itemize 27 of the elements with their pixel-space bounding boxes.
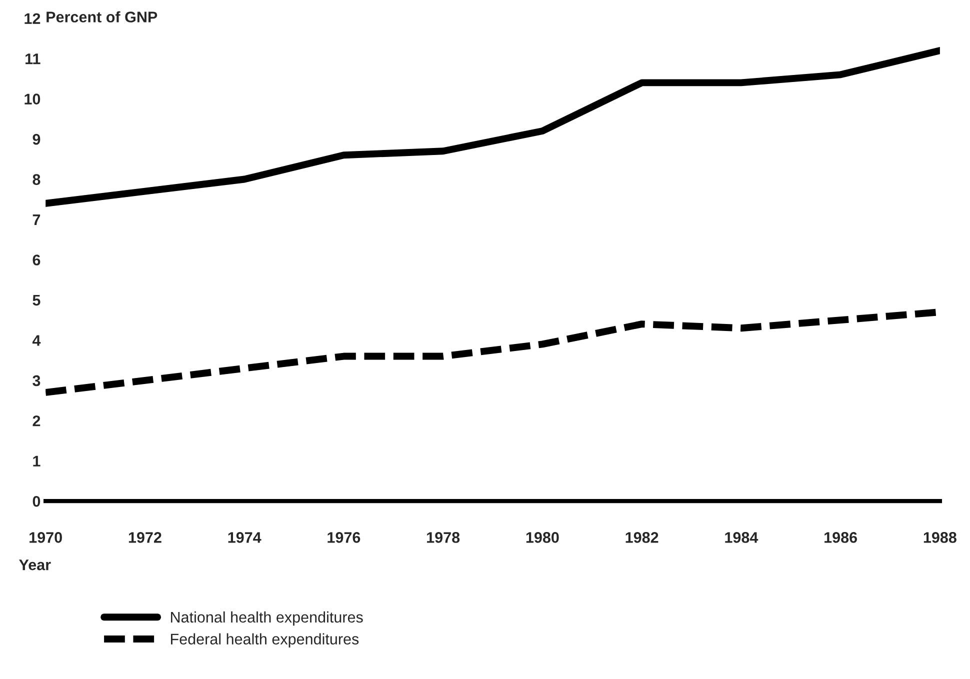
x-tick-label: 1988 xyxy=(924,532,956,543)
y-tick-label: 6 xyxy=(32,254,40,266)
y-tick-label: 2 xyxy=(32,416,40,426)
x-tick-label: 1976 xyxy=(328,532,360,543)
y-tick-label: 12 xyxy=(24,13,40,24)
legend-label: National health expenditures xyxy=(171,611,363,626)
y-tick-label: 1 xyxy=(33,456,40,466)
y-tick-label: 0 xyxy=(32,496,40,507)
y-tick-label: 8 xyxy=(32,174,40,185)
x-tick-label: 1986 xyxy=(824,532,857,543)
y-tick-label: 7 xyxy=(32,214,40,226)
y-tick-label: 10 xyxy=(24,94,40,104)
x-tick-label: 1980 xyxy=(526,532,559,543)
x-tick-label: 1972 xyxy=(128,532,162,543)
x-tick-label: 1974 xyxy=(228,532,262,543)
x-tick-label: 1982 xyxy=(626,532,658,543)
legend-label: Federal health expenditures xyxy=(171,633,359,648)
y-axis-title: Percent of GNP xyxy=(46,11,158,22)
x-tick-label: 1978 xyxy=(427,532,460,543)
y-tick-label: 11 xyxy=(26,54,40,64)
y-tick-label: 9 xyxy=(32,134,40,145)
x-tick-label: 1970 xyxy=(30,532,62,543)
x-axis-title: Year xyxy=(19,560,51,570)
y-tick-label: 3 xyxy=(32,375,40,386)
y-tick-label: 4 xyxy=(32,335,41,346)
y-tick-label: 5 xyxy=(32,294,40,306)
x-tick-label: 1984 xyxy=(725,532,758,543)
